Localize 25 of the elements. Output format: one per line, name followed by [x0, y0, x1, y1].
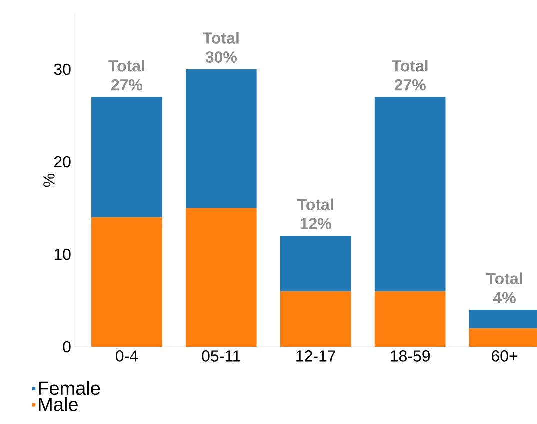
total-label: Total 30%	[203, 32, 239, 63]
x-tick-label: 18-59	[391, 350, 430, 362]
legend-label: Male	[39, 397, 78, 412]
x-tick-label: 12-17	[296, 350, 336, 362]
x-tick-label: 60+	[492, 350, 518, 362]
y-tick-label: 10	[54, 248, 71, 260]
x-tick-label: 0-4	[116, 350, 138, 362]
y-tick-label: 20	[54, 156, 71, 168]
total-label: Total 4%	[486, 272, 522, 304]
bar	[92, 218, 162, 347]
legend-label: Female	[39, 381, 100, 396]
bar	[374, 292, 446, 347]
bar	[280, 292, 352, 347]
y-axis-title: %	[44, 174, 55, 188]
bar	[92, 97, 162, 218]
y-tick-label: 30	[54, 64, 71, 76]
bar	[186, 208, 257, 347]
total-label: Total 27%	[108, 60, 144, 91]
bar	[374, 97, 446, 292]
x-tick-label: 05-11	[202, 350, 240, 362]
y-tick-label: 0	[63, 341, 71, 353]
total-label: Total 12%	[298, 198, 334, 230]
total-label: Total 27%	[392, 60, 428, 91]
bar	[186, 70, 257, 208]
bar	[280, 236, 352, 292]
